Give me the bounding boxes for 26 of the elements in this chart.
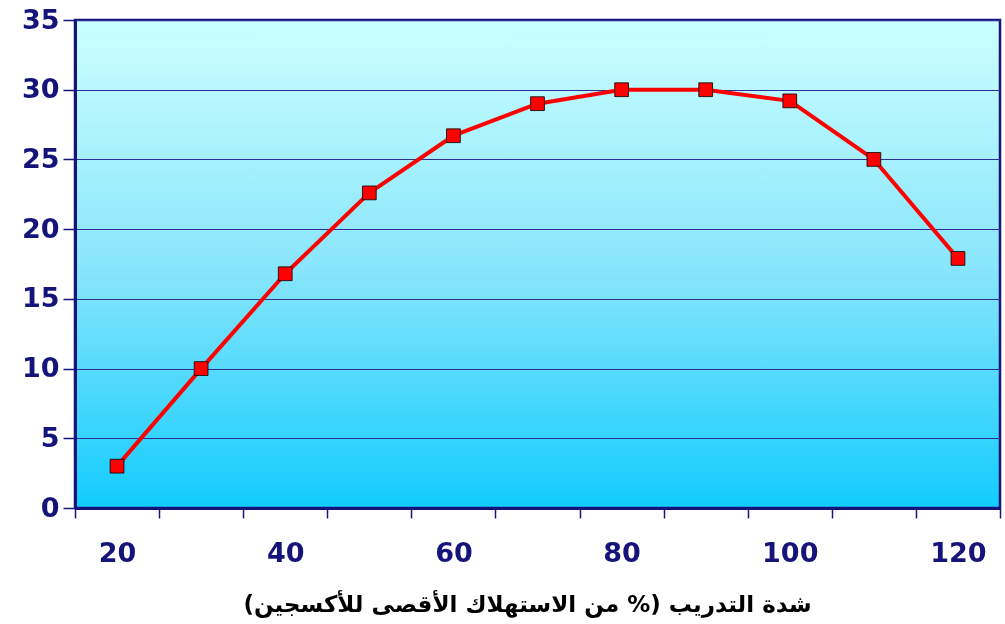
point <box>277 266 293 282</box>
x-tick-label: 100 <box>762 536 819 568</box>
x-tick-label: 20 <box>98 536 137 568</box>
y-tick-label: 0 <box>40 491 60 523</box>
y-tick-label: 35 <box>21 3 60 35</box>
y-tick-label: 10 <box>21 352 60 384</box>
point <box>109 458 125 474</box>
x-axis-title: شدة التدريب (% من الاستهلاك الأقصى للأكسجين) <box>243 589 812 618</box>
y-tick-label: 15 <box>21 282 60 314</box>
point <box>446 128 461 144</box>
x-tick-label: 80 <box>603 536 641 568</box>
point <box>866 152 882 167</box>
point <box>530 96 545 111</box>
x-tick-label: 40 <box>266 536 305 568</box>
y-tick-label: 25 <box>21 142 60 174</box>
point <box>614 82 629 98</box>
y-tick-label: 20 <box>21 212 60 244</box>
x-tick-label: 60 <box>435 536 473 568</box>
point <box>782 93 798 109</box>
point <box>698 82 713 98</box>
point <box>362 185 377 201</box>
point <box>950 251 966 266</box>
point <box>193 361 209 376</box>
y-tick-label: 5 <box>40 421 60 453</box>
y-tick-label: 30 <box>21 73 60 105</box>
x-tick-label: 120 <box>930 536 987 568</box>
